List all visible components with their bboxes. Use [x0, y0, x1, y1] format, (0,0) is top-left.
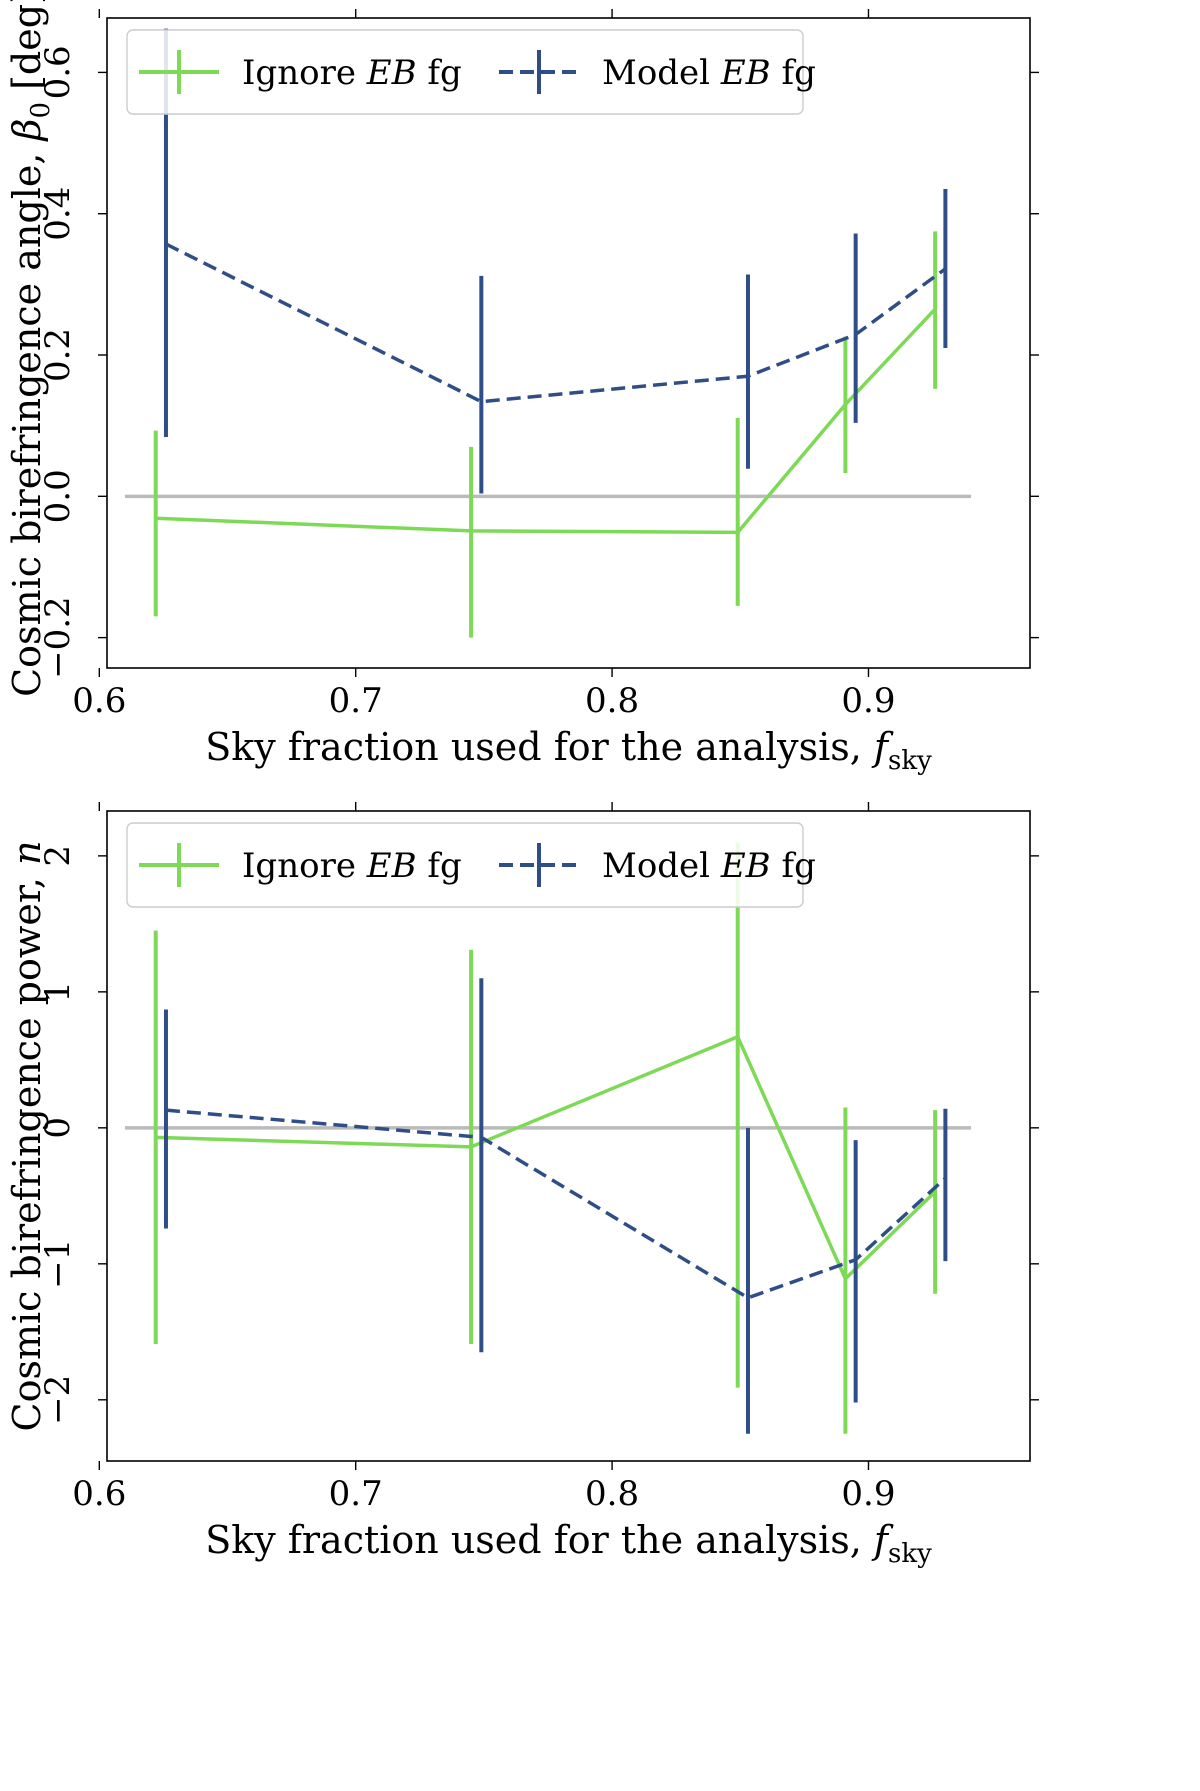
model-eb-fg-legend-label: Model EB fg [602, 53, 816, 93]
x-tick-label: 0.7 [329, 1474, 383, 1514]
legend-label-emphasis: EB [720, 846, 771, 886]
legend-label-emphasis: EB [366, 53, 417, 93]
legend-label-text: Ignore [242, 53, 367, 93]
legend-label-text: fg [771, 53, 816, 93]
x-axis-label-text: Sky fraction used for the analysis, [205, 1518, 874, 1562]
x-tick-label: 0.8 [585, 1474, 639, 1514]
legend-label-text: Model [602, 53, 721, 93]
y-tick-label: 0.2 [38, 328, 78, 382]
legend-label-text: fg [771, 846, 816, 886]
x-axis-label-subscript: sky [888, 746, 932, 776]
x-tick-label: 0.8 [585, 681, 639, 721]
legend-label-text: fg [417, 846, 462, 886]
y-axis-label-symbol: β [5, 119, 49, 143]
legend-label-emphasis: EB [366, 846, 417, 886]
legend-label-text: fg [417, 53, 462, 93]
y-tick-label: 0.6 [38, 45, 78, 99]
top-chart-beta0: 0.6 0.7 0.8 0.9 −0.2 0.0 0.2 0.4 0.6 Sky fraction… [5, 0, 1039, 776]
legend: Ignore EB fg Model EB fg [126, 29, 816, 115]
legend: Ignore EB fg Model EB fg [126, 822, 816, 908]
y-axis-label-symbol: n [5, 841, 49, 865]
y-axis-label-subscript: 0 [26, 102, 56, 119]
legend-label-text: Model [602, 846, 721, 886]
x-axis-label-subscript: sky [888, 1539, 932, 1569]
x-tick-label: 0.6 [72, 681, 126, 721]
y-tick-label: 2 [38, 845, 78, 867]
y-tick-label: 0.0 [38, 469, 78, 523]
y-axis-label-text: Cosmic birefringence angle, [5, 141, 49, 697]
y-tick-label: −1 [38, 1239, 78, 1289]
y-axis-label: Cosmic birefringence angle, β0 [deg] [5, 0, 56, 697]
y-axis-label-unit: [deg] [5, 0, 49, 102]
y-axis-label: Cosmic birefringence power, n [5, 841, 49, 1432]
legend-label-text: Ignore [242, 846, 367, 886]
x-axis-label-text: Sky fraction used for the analysis, [205, 725, 874, 769]
y-tick-label: 0 [38, 1117, 78, 1139]
legend-box [126, 822, 804, 908]
ignore-eb-fg-legend-label: Ignore EB fg [242, 846, 462, 886]
legend-box [126, 29, 804, 115]
y-axis-label-text: Cosmic birefringence power, [5, 865, 49, 1432]
x-tick-label: 0.9 [841, 1474, 895, 1514]
model-eb-fg-line [165, 1108, 947, 1300]
x-tick-label: 0.9 [841, 681, 895, 721]
y-tick-label: 1 [38, 981, 78, 1003]
ignore-eb-fg-legend-label: Ignore EB fg [242, 53, 462, 93]
model-eb-fg-legend-label: Model EB fg [602, 846, 816, 886]
y-tick-label: −0.2 [38, 596, 78, 679]
axes-frame [106, 810, 1031, 1462]
legend-label-emphasis: EB [720, 53, 771, 93]
x-axis-label: Sky fraction used for the analysis, fsky [205, 725, 932, 776]
bottom-chart-power-n: 0.6 0.7 0.8 0.9 −2 −1 0 1 2 Sky fraction used for… [5, 802, 1039, 1569]
x-tick-label: 0.7 [329, 681, 383, 721]
y-tick-label: 0.4 [38, 187, 78, 241]
y-tick-label: −2 [38, 1375, 78, 1425]
x-axis-label: Sky fraction used for the analysis, fsky [205, 1518, 932, 1569]
model-eb-fg-line [165, 242, 947, 404]
x-tick-label: 0.6 [72, 1474, 126, 1514]
axes-frame [106, 17, 1031, 669]
ignore-eb-fg-line [155, 1034, 937, 1281]
ignore-eb-fg-line [155, 307, 937, 535]
